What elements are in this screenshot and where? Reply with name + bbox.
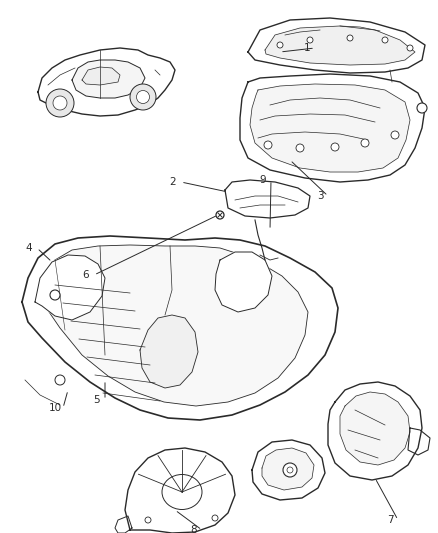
Polygon shape bbox=[140, 315, 198, 388]
Polygon shape bbox=[265, 26, 415, 65]
Text: 7: 7 bbox=[387, 515, 393, 525]
Polygon shape bbox=[408, 428, 430, 455]
Circle shape bbox=[361, 139, 369, 147]
Circle shape bbox=[55, 375, 65, 385]
Polygon shape bbox=[72, 60, 145, 98]
Text: 5: 5 bbox=[94, 395, 100, 405]
Polygon shape bbox=[38, 48, 175, 116]
Circle shape bbox=[50, 290, 60, 300]
Circle shape bbox=[130, 84, 156, 110]
Circle shape bbox=[283, 463, 297, 477]
Circle shape bbox=[407, 45, 413, 51]
Circle shape bbox=[53, 96, 67, 110]
Text: 10: 10 bbox=[49, 403, 62, 413]
Circle shape bbox=[331, 143, 339, 151]
Polygon shape bbox=[252, 440, 325, 500]
Polygon shape bbox=[125, 448, 235, 533]
Polygon shape bbox=[225, 180, 310, 218]
Circle shape bbox=[391, 131, 399, 139]
Polygon shape bbox=[262, 448, 314, 490]
Circle shape bbox=[382, 37, 388, 43]
Circle shape bbox=[145, 517, 151, 523]
Polygon shape bbox=[215, 252, 272, 312]
Polygon shape bbox=[115, 516, 132, 533]
Text: 4: 4 bbox=[26, 243, 32, 253]
Polygon shape bbox=[248, 18, 425, 73]
Circle shape bbox=[212, 515, 218, 521]
Circle shape bbox=[137, 91, 149, 103]
Polygon shape bbox=[340, 392, 410, 465]
Circle shape bbox=[307, 37, 313, 43]
Text: 2: 2 bbox=[170, 177, 177, 187]
Polygon shape bbox=[82, 67, 120, 85]
Text: 9: 9 bbox=[260, 175, 266, 185]
Text: 1: 1 bbox=[304, 43, 310, 53]
Polygon shape bbox=[250, 84, 410, 172]
Polygon shape bbox=[240, 74, 425, 182]
Circle shape bbox=[46, 89, 74, 117]
Polygon shape bbox=[42, 245, 308, 406]
Ellipse shape bbox=[162, 474, 202, 510]
Polygon shape bbox=[22, 236, 338, 420]
Circle shape bbox=[347, 35, 353, 41]
Circle shape bbox=[216, 211, 224, 219]
Text: 3: 3 bbox=[317, 191, 323, 201]
Polygon shape bbox=[35, 255, 105, 320]
Polygon shape bbox=[328, 382, 422, 480]
Circle shape bbox=[287, 467, 293, 473]
Circle shape bbox=[296, 144, 304, 152]
Circle shape bbox=[264, 141, 272, 149]
Text: 8: 8 bbox=[191, 525, 197, 533]
Circle shape bbox=[417, 103, 427, 113]
Text: 6: 6 bbox=[83, 270, 89, 280]
Circle shape bbox=[277, 42, 283, 48]
